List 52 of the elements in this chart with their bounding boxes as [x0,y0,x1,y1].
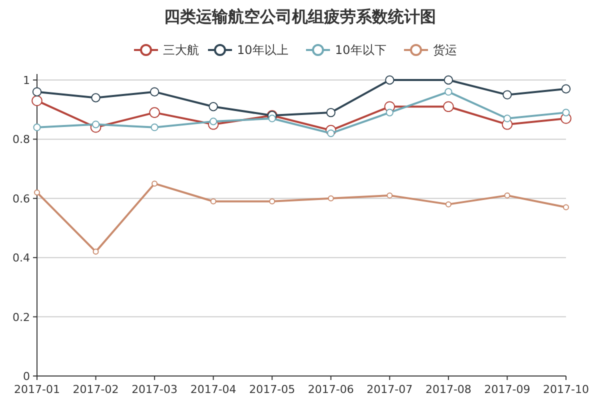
y-tick-label: 0.6 [12,192,30,206]
point [32,87,42,96]
y-tick-label: 0.2 [12,310,30,324]
point [210,198,216,204]
y-tick-label: 0.4 [12,252,30,265]
x-tick-label: 2017-01 [14,383,60,396]
point [208,102,218,112]
legend-label: 货运 [433,43,457,57]
point [150,124,158,132]
point [386,192,393,198]
x-tick-label: 2017-10 [543,383,589,396]
y-tick-label: 0.8 [12,133,30,146]
point [504,192,510,198]
chart-title: 四类运输航空公司机组疲劳系数统计图 [164,7,436,26]
y-tick-label: 0 [23,370,30,383]
legend-label: 10年以下 [335,43,386,57]
point [91,93,100,102]
point [562,108,570,116]
x-tick-label: 2017-08 [425,383,472,396]
x-tick-label: 2017-04 [190,383,236,396]
point [92,120,100,128]
x-tick-label: 2017-07 [366,383,413,396]
point [34,189,40,196]
point [327,129,335,138]
point [385,75,394,85]
x-tick-label: 2017-09 [484,383,530,396]
point [92,248,99,255]
x-tick-label: 2017-03 [132,383,178,396]
point [561,84,571,94]
point [444,75,454,85]
x-tick-label: 2017-02 [72,383,119,396]
point [149,107,160,118]
point [150,87,160,96]
point [32,95,42,106]
point [326,108,336,118]
point [386,108,394,116]
legend-label: 三大航 [163,43,199,57]
point [269,198,276,204]
x-tick-label: 2017-06 [308,383,354,396]
point [502,90,512,100]
point [268,114,276,122]
legend-label: 10年以上 [237,43,288,57]
point [563,204,569,210]
point [328,195,334,202]
point [33,124,41,132]
x-tick-label: 2017-05 [249,383,296,396]
point [445,201,452,208]
point [443,101,454,112]
y-tick-label: 1 [23,74,30,87]
point [152,180,158,187]
point [444,88,452,96]
point [503,114,512,122]
